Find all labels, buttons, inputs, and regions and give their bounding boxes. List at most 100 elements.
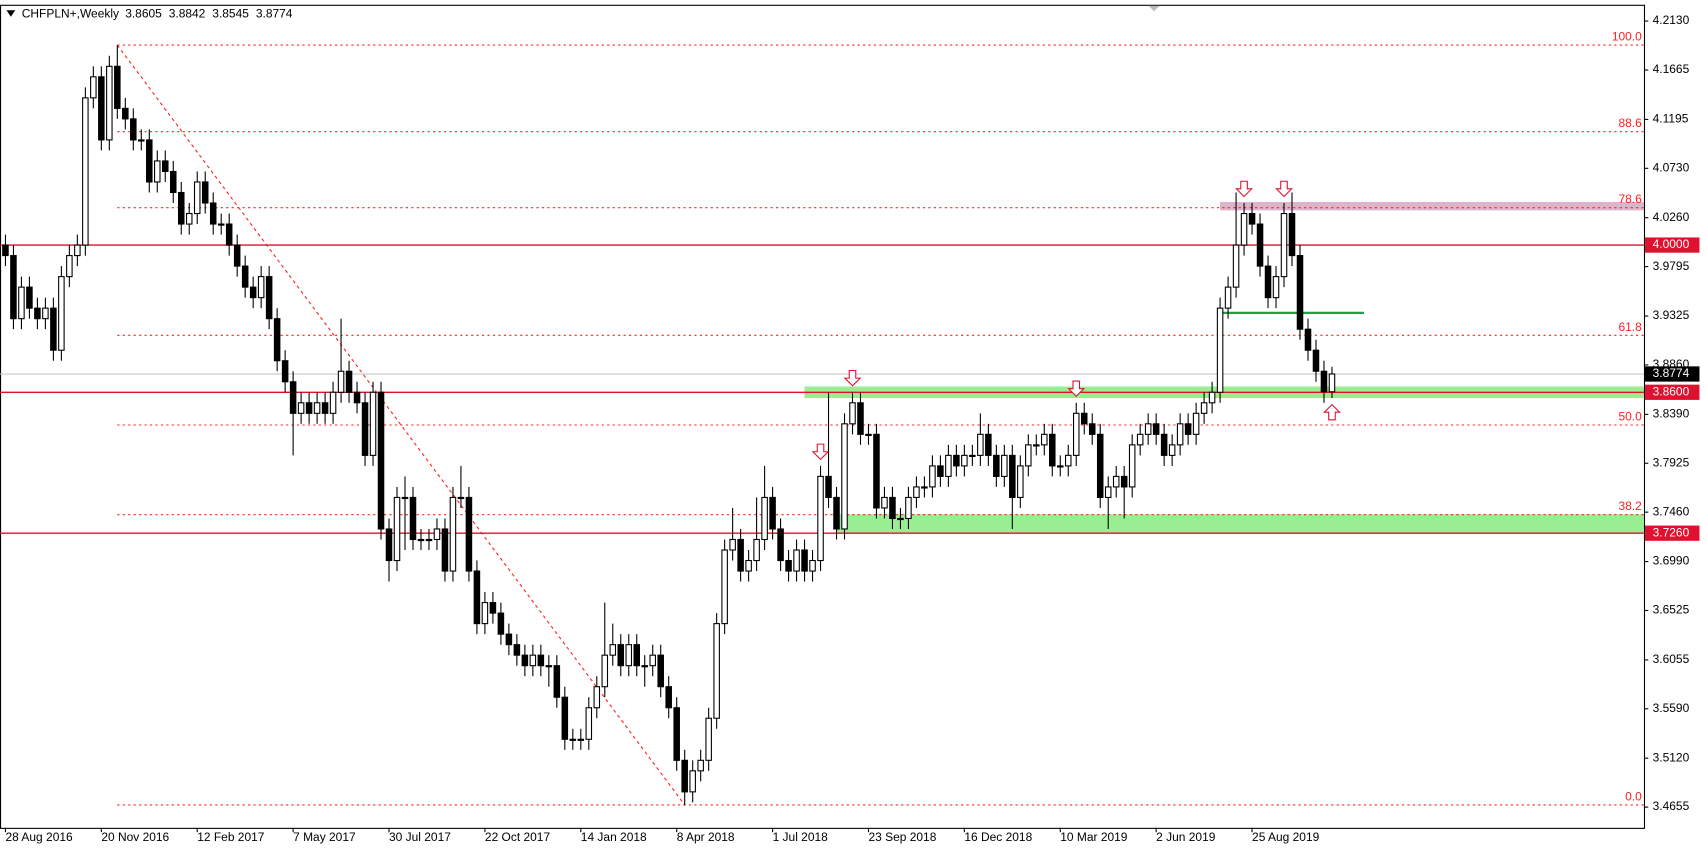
y-tick-label: 3.7460 (1653, 504, 1690, 518)
candle-body (425, 538, 433, 542)
candle-body (585, 707, 593, 740)
candle-body (857, 402, 864, 435)
candle-body (1033, 444, 1040, 447)
current-price-box (1645, 366, 1700, 382)
candle-body (1176, 423, 1184, 446)
candle-body (2, 244, 9, 257)
candle-body (1200, 402, 1208, 414)
candle-body (673, 707, 680, 761)
header-low: 3.8545 (212, 7, 249, 21)
candle-body (10, 255, 17, 320)
x-tick-label: 2 Jun 2019 (1156, 830, 1216, 844)
candle-body (497, 612, 505, 635)
candle-body (545, 665, 553, 668)
candle-body (553, 665, 561, 698)
candle-body (969, 454, 976, 458)
y-tick-label: 3.9795 (1653, 259, 1690, 273)
candle-body (201, 181, 209, 204)
candle-body (185, 212, 193, 225)
candle-body (305, 402, 313, 414)
x-tick-label: 25 Aug 2019 (1252, 830, 1320, 844)
candle-body (321, 402, 329, 414)
candle-body (721, 549, 728, 625)
candle-body (761, 496, 768, 541)
zone (1220, 201, 1644, 211)
x-tick-label: 20 Nov 2016 (101, 830, 169, 844)
candle-body (177, 191, 185, 225)
candle-body (1144, 423, 1152, 435)
candle-body (106, 65, 113, 141)
candle-body (1168, 444, 1176, 456)
menu-triangle[interactable] (6, 10, 16, 17)
candle-body (209, 202, 217, 225)
candle-body (705, 717, 712, 761)
candle-body (1256, 223, 1264, 267)
arrow-down (1067, 380, 1086, 398)
candle-body (433, 528, 441, 541)
candle-body (921, 486, 928, 489)
candle-body (1088, 423, 1096, 435)
candle-body (26, 286, 33, 309)
plot-frame (0, 4, 1646, 829)
fib-label: 100.0 (1612, 30, 1642, 44)
candle-body (737, 538, 744, 572)
candle-body (689, 770, 696, 793)
candle-body (985, 433, 992, 456)
x-tick-label: 1 Jul 2018 (773, 830, 829, 844)
candle-body (465, 496, 473, 572)
candle-body (769, 496, 776, 530)
candle-body (713, 623, 720, 719)
header-close: 3.8774 (256, 7, 293, 21)
fib-label: 78.6 (1618, 192, 1642, 206)
candle-body (633, 644, 641, 667)
candle-body (817, 475, 824, 562)
candle-body (265, 276, 273, 320)
candle-body (138, 139, 145, 142)
candle-body (353, 391, 361, 404)
candle-body (1001, 454, 1008, 477)
candle-body (1049, 433, 1056, 467)
chart-title: CHFPLN+,Weekly (22, 7, 119, 21)
candle-body (401, 496, 409, 500)
header-open: 3.8605 (125, 7, 162, 21)
fib-label: 0.0 (1625, 789, 1642, 803)
candle-body (1160, 433, 1168, 456)
candle-body (1208, 391, 1216, 404)
candle-body (34, 307, 41, 320)
candle-body (393, 496, 401, 562)
arrow-down (843, 369, 862, 387)
candle-body (729, 538, 736, 551)
fib-label: 50.0 (1618, 410, 1642, 424)
level-label: 4.0000 (1653, 237, 1690, 251)
y-tick-label: 4.2130 (1653, 13, 1690, 27)
candle-body (993, 454, 1000, 477)
candle-body (241, 265, 249, 288)
candle-body (609, 644, 617, 656)
candle-body (1192, 412, 1200, 435)
fib-label: 38.2 (1618, 499, 1642, 513)
candle-body (74, 244, 81, 257)
candle-body (577, 738, 585, 741)
x-tick-label: 7 May 2017 (293, 830, 356, 844)
x-tick-label: 23 Sep 2018 (868, 830, 936, 844)
header-high: 3.8842 (169, 7, 206, 21)
candle-body (1240, 212, 1248, 246)
candle-body (513, 644, 521, 656)
candle-body (58, 276, 65, 351)
candle-body (1272, 276, 1280, 299)
candle-body (1136, 433, 1144, 446)
candle-body (297, 402, 305, 414)
level-box (1645, 525, 1700, 541)
arrow-down (1275, 180, 1293, 198)
candle-body (953, 454, 960, 467)
y-tick-label: 3.8390 (1653, 407, 1690, 421)
candle-body (849, 402, 856, 425)
candle-body (681, 759, 688, 793)
candle-body (1288, 212, 1296, 257)
level-box (1645, 384, 1700, 400)
candle-body (1296, 255, 1304, 330)
candle-body (473, 570, 481, 625)
candle-body (313, 402, 321, 414)
candle-body (825, 475, 832, 498)
candle-body (289, 381, 297, 414)
